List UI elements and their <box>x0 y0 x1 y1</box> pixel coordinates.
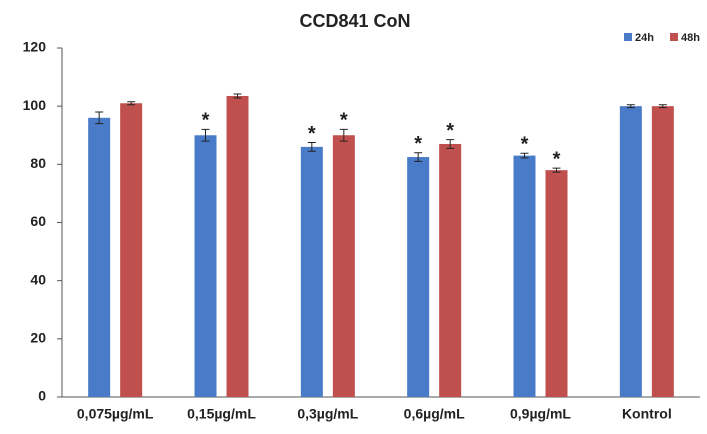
legend-label: 24h <box>635 32 654 44</box>
significance-mark: * <box>308 123 316 145</box>
error-bar <box>95 111 104 125</box>
legend-swatch <box>624 33 632 41</box>
significance-mark: * <box>446 120 454 142</box>
y-tick-label: 0 <box>38 388 46 404</box>
legend-swatch <box>670 33 678 41</box>
error-bar <box>552 167 561 173</box>
significance-mark: * <box>340 110 348 132</box>
bar <box>407 157 430 397</box>
significance-mark: * <box>521 134 529 156</box>
bar <box>120 103 143 397</box>
error-bar <box>414 152 423 162</box>
bar <box>300 146 323 397</box>
y-tick-label: 120 <box>23 39 47 55</box>
y-tick-label: 80 <box>30 155 46 171</box>
significance-mark: * <box>414 133 422 155</box>
error-bar <box>339 128 348 142</box>
error-bar <box>626 104 635 109</box>
bar <box>513 155 536 397</box>
y-tick-label: 40 <box>30 271 46 287</box>
error-bar <box>233 93 242 99</box>
error-bar <box>658 104 667 109</box>
legend-label: 48h <box>681 32 700 44</box>
x-tick-label: 0,3µg/mL <box>297 406 358 422</box>
significance-mark: * <box>202 110 210 132</box>
bar <box>439 143 462 397</box>
x-tick-label: 0,075µg/mL <box>77 406 154 422</box>
bar <box>545 170 568 397</box>
y-tick-label: 20 <box>30 330 46 346</box>
bar <box>332 135 355 397</box>
error-bar <box>127 101 136 106</box>
y-tick-label: 100 <box>23 97 47 113</box>
x-tick-label: 0,15µg/mL <box>187 406 256 422</box>
error-bar <box>307 142 316 152</box>
bar <box>194 135 217 397</box>
bar <box>619 106 642 398</box>
error-bar <box>520 152 529 159</box>
bar <box>226 95 249 398</box>
bar <box>651 106 674 398</box>
bar <box>88 117 111 398</box>
x-tick-label: 0,9µg/mL <box>510 406 571 422</box>
error-bar <box>201 128 210 142</box>
error-bar <box>446 139 455 149</box>
significance-mark: * <box>553 148 561 170</box>
x-tick-label: Kontrol <box>622 406 672 422</box>
chart-title: CCD841 CoN <box>299 11 410 31</box>
y-tick-label: 60 <box>30 213 46 229</box>
x-tick-label: 0,6µg/mL <box>404 406 465 422</box>
